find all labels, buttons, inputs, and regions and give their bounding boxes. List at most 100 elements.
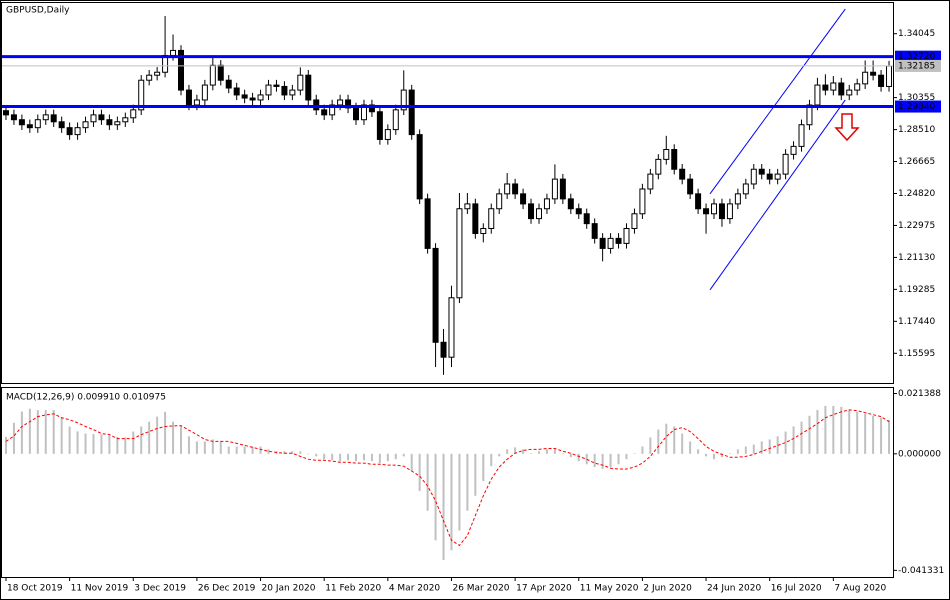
candle-body [201, 84, 208, 101]
y-tick-label: 1.34045 [898, 29, 935, 39]
macd-bar [52, 410, 55, 454]
macd-bar [347, 453, 350, 461]
macd-bar [673, 426, 676, 454]
y-tick-label: 1.24820 [898, 189, 935, 199]
macd-bar [84, 433, 87, 454]
candle-body [10, 114, 17, 121]
macd-bar [553, 448, 556, 454]
candle-body [528, 203, 535, 220]
macd-bar [259, 446, 262, 454]
candle-body [34, 119, 41, 129]
macd-bar [728, 453, 731, 454]
candle-body [305, 74, 312, 101]
macd-bar [697, 449, 700, 454]
candle-body [138, 79, 145, 111]
macd-bar [235, 446, 238, 454]
level-label: 1.32185 [898, 61, 935, 71]
macd-bar [418, 453, 421, 492]
macd-bar [323, 453, 326, 460]
macd-bar [864, 413, 867, 454]
macd-bar [848, 409, 851, 454]
candle-body [456, 208, 463, 299]
candle-body [599, 237, 606, 249]
macd-bar [299, 451, 302, 454]
candle-body [750, 168, 757, 185]
macd-bar [442, 453, 445, 561]
x-tick-label: 26 Dec 2019 [198, 584, 256, 594]
macd-bar [12, 422, 15, 454]
candle-body [249, 97, 256, 101]
macd-bar [474, 453, 477, 496]
macd-bar [386, 453, 389, 462]
candle-body [114, 121, 121, 126]
candle-body [878, 74, 885, 87]
x-tick-label: 18 Oct 2019 [7, 584, 63, 594]
candle-body [154, 71, 161, 76]
macd-bar [601, 453, 604, 470]
x-tick-label: 16 Jul 2020 [771, 584, 822, 594]
candle-body [591, 223, 598, 239]
macd-bar [132, 431, 135, 454]
macd-bar [227, 446, 230, 454]
macd-bar [203, 441, 206, 454]
x-tick-label: 7 Aug 2020 [834, 584, 886, 594]
candle-body [440, 341, 447, 358]
macd-bar [100, 434, 103, 454]
x-tick-label: 26 Mar 2020 [452, 584, 509, 594]
macd-bar [530, 453, 533, 454]
x-tick-label: 11 May 2020 [580, 584, 639, 594]
candle-body [846, 89, 853, 96]
candle-body [774, 173, 781, 180]
candle-body [106, 119, 113, 126]
macd-bar [124, 437, 127, 454]
macd-bar [283, 451, 286, 454]
signal-line [5, 409, 890, 547]
x-tick-label: 24 Jun 2020 [707, 584, 761, 594]
macd-bar [179, 426, 182, 454]
candle-body [623, 227, 630, 244]
macd-bar [649, 437, 652, 454]
y-tick-label: 1.19285 [898, 285, 935, 295]
macd-bar [156, 416, 159, 454]
macd-bar [514, 447, 517, 454]
macd-bar [872, 415, 875, 454]
macd-bar [211, 439, 214, 454]
candle-body [711, 203, 718, 215]
candle-body [257, 94, 264, 101]
candle-body [42, 114, 49, 121]
macd-bar [498, 453, 501, 457]
candle-body [870, 71, 877, 76]
macd-panel [1, 387, 894, 578]
candle-body [241, 94, 248, 99]
candle-body [90, 114, 97, 123]
macd-bar [44, 410, 47, 454]
candle-body [647, 173, 654, 190]
candle-body [329, 104, 336, 116]
y-tick-label: 1.22975 [898, 221, 935, 231]
candle-body [655, 158, 662, 175]
y-tick-label: 1.17440 [898, 317, 935, 327]
x-tick-label: 2 Jun 2020 [643, 584, 692, 594]
candle-body [297, 74, 304, 91]
y-tick-label: 1.28510 [898, 125, 935, 135]
macd-bar [482, 453, 485, 482]
macd-bar [4, 436, 7, 454]
candle-body [360, 104, 367, 121]
candle-body [766, 173, 773, 180]
candle-body [703, 208, 710, 215]
candle-body [193, 99, 200, 106]
candle-body [512, 183, 519, 195]
candle-body [18, 119, 25, 126]
candle-body [742, 183, 749, 195]
macd-bar [657, 429, 660, 454]
macd-bar [617, 453, 620, 465]
candle-body [233, 87, 240, 96]
y-tick-label: -0.041331 [898, 566, 944, 576]
candle-body [74, 127, 81, 136]
level-label: 1.29840 [898, 102, 935, 112]
candle-body [26, 124, 33, 129]
macd-bar [689, 441, 692, 454]
macd-bar [394, 453, 397, 460]
candle-body [289, 89, 296, 96]
macd-bar [609, 453, 612, 468]
